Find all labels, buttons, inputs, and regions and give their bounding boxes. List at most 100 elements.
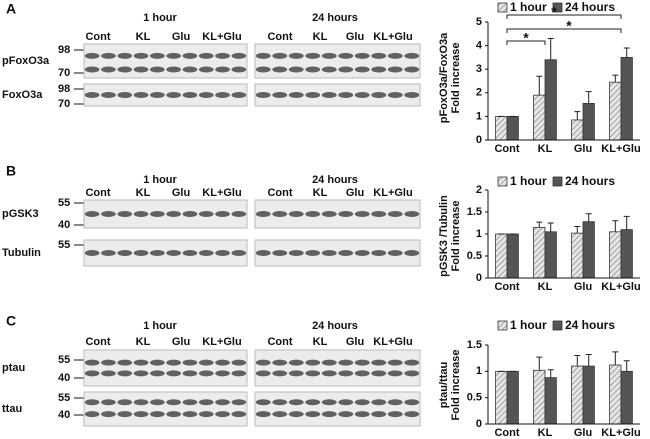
band <box>371 399 387 406</box>
band <box>272 411 288 418</box>
x-tick-label: KL <box>538 427 553 439</box>
error-bar <box>623 360 630 372</box>
band <box>133 359 149 366</box>
band <box>215 250 230 256</box>
band <box>272 52 288 59</box>
band <box>133 411 149 418</box>
band <box>198 399 214 406</box>
error-bar <box>547 38 554 60</box>
lane-label: Cont <box>85 187 110 199</box>
band <box>101 211 116 217</box>
band <box>404 411 420 418</box>
band <box>117 211 133 217</box>
x-tick-label: Glu <box>574 143 592 155</box>
band <box>231 92 247 98</box>
band <box>133 52 149 59</box>
band <box>182 52 198 59</box>
band <box>371 411 387 418</box>
y-tick-label: 0 <box>476 418 482 430</box>
band <box>133 211 149 217</box>
band <box>255 250 271 256</box>
panel-letter: C <box>6 313 16 329</box>
band <box>84 399 100 406</box>
band <box>166 359 181 366</box>
time-label: 1 hour <box>143 174 177 186</box>
band <box>288 370 304 377</box>
lane-label: KL+Glu <box>373 336 412 348</box>
band <box>231 411 247 418</box>
band <box>288 211 304 217</box>
bar <box>571 365 584 425</box>
time-label: 24 hours <box>312 320 358 332</box>
x-tick-label: KL+Glu <box>601 143 640 155</box>
marker-label: 40 <box>58 372 70 384</box>
bar <box>609 81 622 141</box>
band <box>182 370 198 377</box>
band <box>354 92 370 98</box>
band <box>231 250 247 256</box>
y-axis-label: ptau/ttau <box>438 362 450 408</box>
error-bar <box>574 226 581 234</box>
marker-label: 40 <box>58 409 70 421</box>
bar <box>620 229 633 279</box>
band <box>215 211 230 217</box>
row-label: FoxO3a <box>2 89 43 101</box>
band <box>101 66 116 73</box>
error-bar <box>574 355 581 367</box>
legend-label: 1 hour <box>510 318 547 332</box>
row-label: pFoxO3a <box>2 55 50 67</box>
band <box>255 52 271 59</box>
band <box>231 370 247 377</box>
band <box>321 92 337 98</box>
band <box>182 92 198 98</box>
blot <box>83 43 248 79</box>
error-bar <box>623 47 630 58</box>
band <box>404 92 420 98</box>
y-tick-label: 0 <box>476 272 482 284</box>
lane-label: KL <box>136 336 151 348</box>
bar <box>571 119 584 141</box>
band <box>338 399 354 406</box>
blot <box>254 349 421 387</box>
band <box>255 411 271 418</box>
band <box>371 92 387 98</box>
band <box>321 370 337 377</box>
band <box>84 211 100 217</box>
band <box>321 359 337 366</box>
band <box>133 66 149 73</box>
blot <box>254 43 421 79</box>
band <box>133 399 149 406</box>
band <box>198 411 214 418</box>
y-tick-label: 1.5 <box>467 206 482 218</box>
error-bar <box>612 74 619 83</box>
error-bar <box>574 111 581 120</box>
bar <box>544 59 557 141</box>
band <box>371 66 387 73</box>
y-tick-label: 4 <box>476 40 483 52</box>
band <box>84 52 100 59</box>
band <box>101 411 116 418</box>
significance-bracket <box>506 14 622 19</box>
band <box>198 370 214 377</box>
y-tick-label: 2 <box>476 184 482 196</box>
bar <box>506 370 519 425</box>
band <box>231 66 247 73</box>
y-tick-label: 1 <box>476 365 482 377</box>
error-bar <box>623 215 630 230</box>
band <box>404 250 420 256</box>
band <box>272 370 288 377</box>
band <box>133 250 149 256</box>
band <box>101 359 116 366</box>
band <box>387 411 403 418</box>
band <box>354 399 370 406</box>
band <box>404 66 420 73</box>
blot <box>83 391 248 427</box>
band <box>166 250 181 256</box>
band <box>288 52 304 59</box>
band <box>166 211 181 217</box>
bar <box>544 377 557 425</box>
lane-label: Glu <box>172 336 190 348</box>
band <box>150 52 165 59</box>
time-label: 1 hour <box>143 12 177 24</box>
band <box>182 359 198 366</box>
